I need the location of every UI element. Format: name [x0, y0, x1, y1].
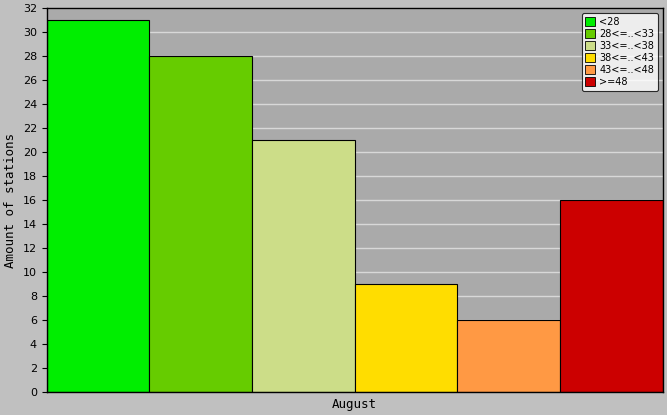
- X-axis label: August: August: [332, 398, 378, 411]
- Bar: [47, 20, 149, 392]
- Bar: [252, 140, 355, 392]
- Bar: [458, 320, 560, 392]
- Bar: [149, 56, 252, 392]
- Bar: [355, 284, 458, 392]
- Bar: [560, 200, 663, 392]
- Y-axis label: Amount of stations: Amount of stations: [4, 133, 17, 268]
- Legend: <28, 28<=..<33, 33<=..<38, 38<=..<43, 43<=..<48, >=48: <28, 28<=..<33, 33<=..<38, 38<=..<43, 43…: [582, 13, 658, 90]
